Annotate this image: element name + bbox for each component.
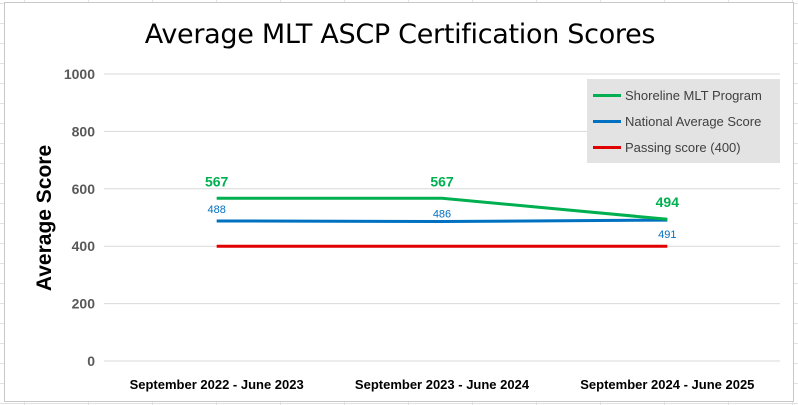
data-label-national-2: 491 <box>658 229 676 241</box>
y-tick-label-1000: 1000 <box>64 66 95 82</box>
legend-swatch-passing <box>593 145 621 149</box>
y-tick-label-200: 200 <box>72 296 96 312</box>
legend-label-passing: Passing score (400) <box>625 139 741 155</box>
data-label-shoreline-0: 567 <box>205 173 229 189</box>
y-tick-label-800: 800 <box>72 123 96 139</box>
legend-swatch-shoreline <box>593 93 621 97</box>
legend-label-shoreline: Shoreline MLT Program <box>625 87 762 103</box>
plot-area: 0 200 400 600 800 1000 September 2022 - June 2… <box>64 66 780 392</box>
legend-swatch-national <box>593 119 621 123</box>
x-tick-label-0: September 2022 - June 2023 <box>130 377 304 392</box>
data-label-national-0: 488 <box>207 204 225 216</box>
legend: Shoreline MLT Program National Average S… <box>587 79 780 163</box>
series-line-0 <box>216 196 668 221</box>
x-tick-label-1: September 2023 - June 2024 <box>355 377 530 392</box>
data-label-national-1: 486 <box>433 209 451 221</box>
x-tick-label-2: September 2024 - June 2025 <box>580 377 754 392</box>
y-tick-label-0: 0 <box>87 353 95 369</box>
series-line-1 <box>216 218 668 224</box>
legend-item-national: National Average Score <box>593 111 761 131</box>
data-label-shoreline-1: 567 <box>430 173 454 189</box>
legend-item-passing: Passing score (400) <box>593 137 741 157</box>
data-label-shoreline-2: 494 <box>656 194 680 210</box>
legend-item-shoreline: Shoreline MLT Program <box>593 85 762 105</box>
chart-frame: Average MLT ASCP Certification Scores Av… <box>4 2 794 402</box>
y-tick-label-600: 600 <box>72 181 96 197</box>
legend-label-national: National Average Score <box>625 113 762 129</box>
y-tick-label-400: 400 <box>72 238 96 254</box>
chart-title: Average MLT ASCP Certification Scores <box>144 19 656 50</box>
